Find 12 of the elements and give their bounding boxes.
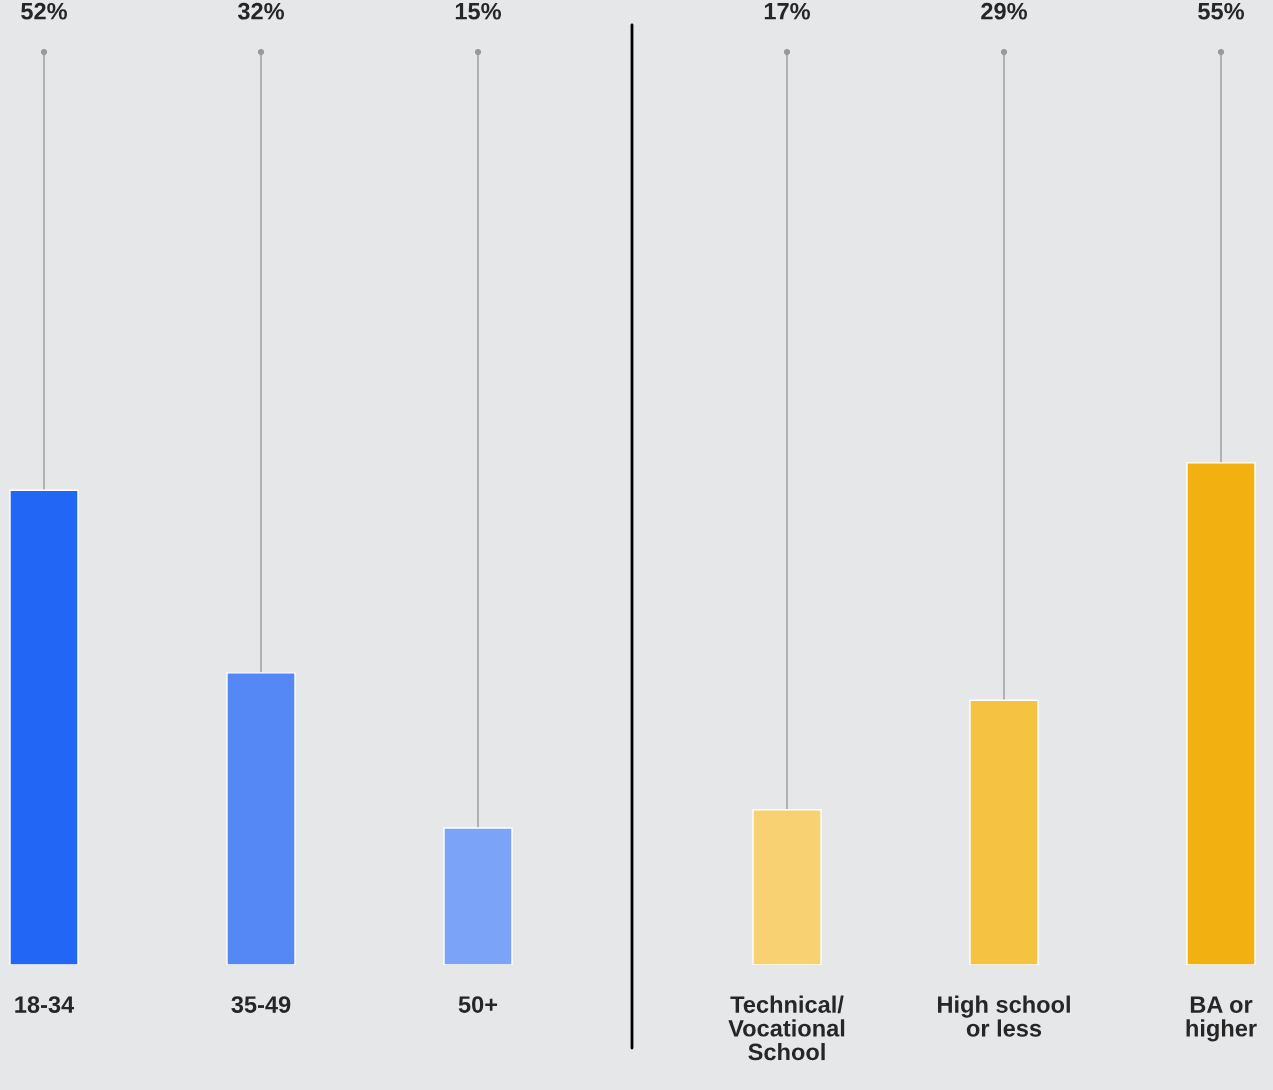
data-label: 15%	[455, 2, 502, 20]
x-tick-label: 18-34	[15, 996, 75, 1013]
data-label: 32%	[237, 2, 285, 20]
data-label: 29%	[981, 2, 1028, 20]
x-tick-label: 50+	[458, 996, 498, 1013]
x-tick-label: BA or higher	[1186, 996, 1257, 1042]
data-label: 52%	[21, 2, 68, 20]
data-label: 55%	[1198, 2, 1245, 20]
x-tick-label: 35-49	[231, 996, 291, 1013]
x-tick-label: High school or less	[938, 995, 1070, 1037]
x-tick-label: Technical/ Vocational School	[728, 995, 845, 1061]
data-label: 17%	[764, 2, 811, 20]
